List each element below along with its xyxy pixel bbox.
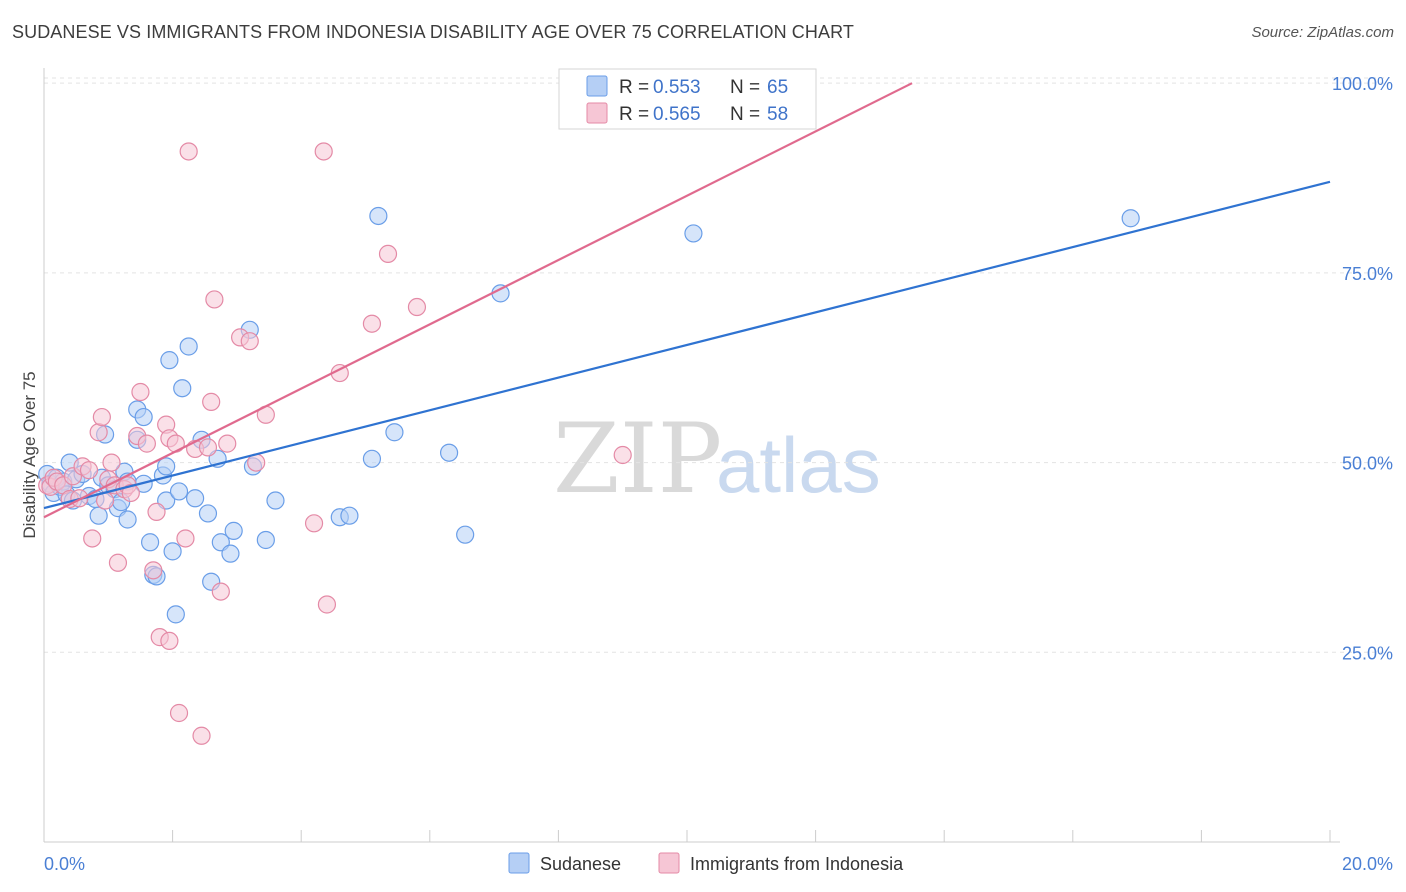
point-indonesia-10 [83,529,102,548]
point-sudanese-55 [385,423,404,442]
point-indonesia-46 [314,142,333,161]
bottom-legend-swatch-sudanese [508,852,530,874]
trend-lines [43,82,1331,519]
bottom-legend-label-sudanese: Sudanese [540,854,621,874]
point-sudanese-54 [369,206,388,226]
point-indonesia-37 [202,392,221,411]
point-sudanese-37 [173,379,192,398]
point-sudanese-52 [340,506,359,525]
tick-labels: 25.0% 50.0% 75.0% 100.0% 0.0% 20.0% [44,74,1393,874]
bottom-legend: Sudanese Immigrants from Indonesia [508,852,904,874]
point-indonesia-49 [362,314,382,333]
point-sudanese-31 [157,457,176,476]
watermark-atlas: atlas [716,421,881,509]
point-indonesia-11 [89,423,108,442]
point-indonesia-22 [131,382,150,402]
point-sudanese-34 [163,542,182,561]
point-sudanese-13 [89,506,108,525]
point-sudanese-46 [224,521,243,540]
point-sudanese-59 [684,224,703,243]
x-tick-label-0: 0.0% [44,854,85,874]
chart-source: Source: ZipAtlas.com [1251,24,1394,41]
point-sudanese-60 [1121,209,1140,228]
legend-n-label-1: N = [730,77,760,98]
point-indonesia-17 [108,553,128,572]
trend-line-indonesia [43,82,913,519]
point-indonesia-45 [304,514,324,533]
bottom-legend-label-indonesia: Immigrants from Indonesia [690,854,904,874]
point-indonesia-30 [166,434,185,453]
point-indonesia-38 [205,290,224,309]
point-sudanese-58 [491,284,510,303]
point-indonesia-32 [176,529,195,548]
point-indonesia-39 [211,582,230,601]
grid-lines [44,77,1390,653]
point-indonesia-52 [613,445,632,465]
y-tick-label-2: 75.0% [1342,264,1393,284]
y-tick-label-0: 25.0% [1342,643,1393,663]
legend-r-value-1: 0.553 [653,77,701,98]
legend-r-label-2: R = [619,104,649,125]
legend-n-label-2: N = [730,104,760,125]
point-indonesia-20 [121,483,140,503]
legend-n-value-2: 58 [767,104,788,125]
point-sudanese-53 [362,449,382,468]
point-sudanese-33 [160,351,179,370]
legend-n-value-1: 65 [767,77,788,98]
point-sudanese-39 [186,489,205,508]
point-sudanese-57 [456,525,475,544]
point-indonesia-23 [137,434,156,453]
y-axis-label: Disability Age Over 75 [20,371,39,538]
point-indonesia-51 [407,297,427,317]
legend-swatch-sudanese [586,75,608,97]
point-sudanese-26 [134,407,153,427]
point-sudanese-56 [439,443,459,462]
watermark-zip: ZIP [553,403,722,515]
point-sudanese-49 [256,530,275,550]
point-indonesia-24 [144,561,163,580]
top-legend: R = 0.553 N = 65 R = 0.565 N = 58 [558,68,817,130]
point-indonesia-31 [169,703,189,723]
point-indonesia-35 [192,726,211,745]
point-sudanese-35 [166,605,185,624]
point-sudanese-27 [140,533,160,552]
point-sudanese-36 [169,482,189,501]
trend-line-sudanese [43,180,1331,510]
x-tick-label-1: 20.0% [1342,854,1393,874]
point-sudanese-50 [266,491,285,510]
y-tick-label-1: 50.0% [1342,454,1393,474]
point-indonesia-42 [240,332,259,351]
axes [43,68,1340,843]
point-indonesia-15 [102,453,121,472]
legend-r-value-2: 0.565 [653,104,701,125]
chart-title: SUDANESE VS IMMIGRANTS FROM INDONESIA DI… [12,22,854,42]
point-indonesia-33 [179,142,198,161]
point-sudanese-38 [179,337,198,356]
y-tick-label-3: 100.0% [1332,74,1393,94]
point-indonesia-50 [378,244,398,264]
point-indonesia-29 [160,631,179,651]
bottom-legend-swatch-indonesia [658,852,680,874]
point-indonesia-12 [92,407,111,427]
point-indonesia-9 [79,461,99,480]
legend-r-label-1: R = [619,77,649,98]
point-sudanese-41 [198,504,218,523]
point-sudanese-22 [118,510,137,529]
point-indonesia-25 [147,502,166,522]
point-sudanese-45 [221,544,240,563]
point-indonesia-40 [218,434,237,453]
point-indonesia-36 [198,438,218,457]
legend-swatch-indonesia [586,102,608,124]
point-indonesia-47 [317,595,337,614]
